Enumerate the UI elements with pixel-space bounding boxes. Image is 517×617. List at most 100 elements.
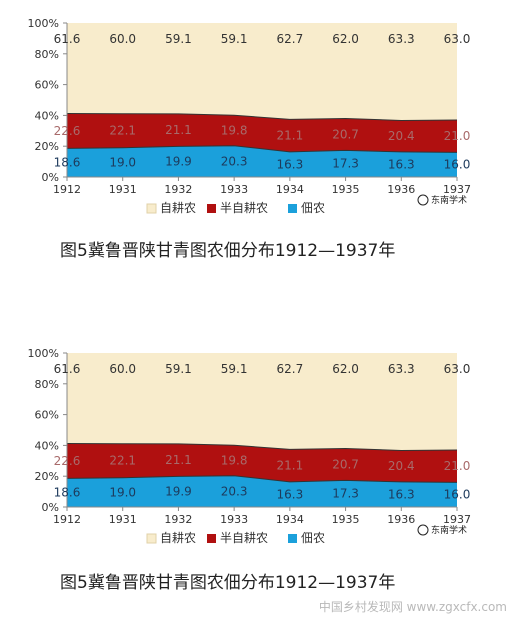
data-label: 61.6 <box>54 362 81 376</box>
y-tick-label: 20% <box>35 140 59 153</box>
area-series-2 <box>67 23 457 121</box>
y-tick-label: 100% <box>28 17 59 30</box>
data-label: 17.3 <box>332 487 359 501</box>
data-label: 60.0 <box>109 32 136 46</box>
legend-label: 半自耕农 <box>220 530 268 545</box>
y-tick-label: 100% <box>28 347 59 360</box>
chart-caption-2: 图5冀鲁晋陕甘青图农佃分布1912—1937年 <box>60 573 396 593</box>
data-label: 20.4 <box>388 459 415 473</box>
data-label: 22.1 <box>109 454 136 468</box>
x-tick-label: 1936 <box>387 183 415 196</box>
data-label: 20.7 <box>332 457 359 471</box>
data-label: 16.3 <box>276 157 303 171</box>
legend-label: 自耕农 <box>160 200 196 215</box>
data-label: 63.0 <box>444 32 471 46</box>
x-tick-label: 1912 <box>53 513 81 526</box>
data-label: 19.0 <box>109 155 136 169</box>
data-label: 63.0 <box>444 362 471 376</box>
x-tick-label: 1935 <box>332 513 360 526</box>
x-tick-label: 1934 <box>276 183 304 196</box>
data-label: 60.0 <box>109 362 136 376</box>
y-tick-label: 40% <box>35 439 59 452</box>
logo-icon <box>417 524 429 536</box>
y-tick-label: 60% <box>35 79 59 92</box>
data-label: 21.0 <box>444 129 471 143</box>
y-tick-label: 80% <box>35 48 59 61</box>
x-tick-label: 1936 <box>387 513 415 526</box>
data-label: 18.6 <box>54 156 81 170</box>
data-label: 18.6 <box>54 486 81 500</box>
data-label: 62.0 <box>332 32 359 46</box>
area-series-1 <box>67 443 457 483</box>
x-tick-label: 1931 <box>109 183 137 196</box>
data-label: 19.9 <box>165 155 192 169</box>
y-tick-label: 80% <box>35 378 59 391</box>
area-series-0 <box>67 145 457 177</box>
x-tick-label: 1933 <box>220 183 248 196</box>
x-tick-label: 1912 <box>53 183 81 196</box>
logo: 东南学术 <box>417 194 467 206</box>
data-label: 59.1 <box>221 32 248 46</box>
data-label: 63.3 <box>388 32 415 46</box>
area-series-0 <box>67 475 457 507</box>
legend-swatch <box>207 534 216 543</box>
series-boundary-1 <box>66 443 458 451</box>
data-label: 21.1 <box>165 453 192 467</box>
stacked-area-chart-1: 0% 20% 40% 60% 80% 100% 1912 1931 1932 1933 1934 19… <box>28 17 471 215</box>
data-label: 16.0 <box>444 488 471 502</box>
data-label: 20.7 <box>332 127 359 141</box>
series-boundary-0 <box>66 145 458 153</box>
area-series-1 <box>67 113 457 153</box>
x-tick-label: 1934 <box>276 513 304 526</box>
y-tick-label: 40% <box>35 109 59 122</box>
x-tick-label: 1931 <box>109 513 137 526</box>
series-boundary-0 <box>66 475 458 483</box>
data-label: 22.6 <box>54 124 81 138</box>
y-tick-label: 0% <box>42 501 59 514</box>
watermark-text: 中国乡村发现网 www.zgxcfx.com <box>318 600 507 614</box>
x-tick-label: 1932 <box>164 183 192 196</box>
data-label: 61.6 <box>54 32 81 46</box>
data-label: 20.3 <box>221 154 248 168</box>
x-tick-label: 1933 <box>220 513 248 526</box>
data-label: 16.3 <box>388 487 415 501</box>
data-label: 59.1 <box>165 32 192 46</box>
y-tick-label: 0% <box>42 171 59 184</box>
x-tick-label: 1937 <box>443 513 471 526</box>
data-label: 17.3 <box>332 157 359 171</box>
x-tick-label: 1932 <box>164 513 192 526</box>
x-tick-label: 1935 <box>332 183 360 196</box>
legend-swatch <box>146 533 157 544</box>
chart-panel-2: 0% 20% 40% 60% 80% 100% 1912 1931 1932 1933 1934 19… <box>0 330 517 617</box>
data-label: 21.1 <box>276 459 303 473</box>
data-label: 62.7 <box>276 32 303 46</box>
data-label: 19.0 <box>109 485 136 499</box>
data-label: 21.1 <box>165 123 192 137</box>
logo: 东南学术 <box>417 524 467 536</box>
data-label: 19.8 <box>221 123 248 137</box>
legend-swatch <box>146 203 157 214</box>
data-label: 21.0 <box>444 459 471 473</box>
data-label: 59.1 <box>165 362 192 376</box>
data-label: 59.1 <box>221 362 248 376</box>
data-label: 16.3 <box>276 487 303 501</box>
data-label: 19.9 <box>165 485 192 499</box>
legend-label: 自耕农 <box>160 530 196 545</box>
data-label: 63.3 <box>388 362 415 376</box>
data-label: 16.0 <box>444 158 471 172</box>
area-series-2 <box>67 353 457 451</box>
data-label: 20.4 <box>388 129 415 143</box>
data-label: 21.1 <box>276 129 303 143</box>
data-label: 62.0 <box>332 362 359 376</box>
chart-caption-1: 图5冀鲁晋陕甘青图农佃分布1912—1937年 <box>60 241 396 261</box>
data-label: 19.8 <box>221 453 248 467</box>
chart-panel-1: 0% 20% 40% 60% 80% 100% 1912 1931 1932 1933 1934 19… <box>0 0 517 300</box>
legend-swatch <box>288 534 297 543</box>
stacked-area-chart-2: 0% 20% 40% 60% 80% 100% 1912 1931 1932 1933 1934 19… <box>28 347 471 545</box>
data-label: 22.6 <box>54 454 81 468</box>
logo-text: 东南学术 <box>431 524 467 536</box>
legend-label: 佃农 <box>301 201 325 215</box>
data-label: 22.1 <box>109 124 136 138</box>
logo-text: 东南学术 <box>431 194 467 206</box>
data-label: 16.3 <box>388 157 415 171</box>
